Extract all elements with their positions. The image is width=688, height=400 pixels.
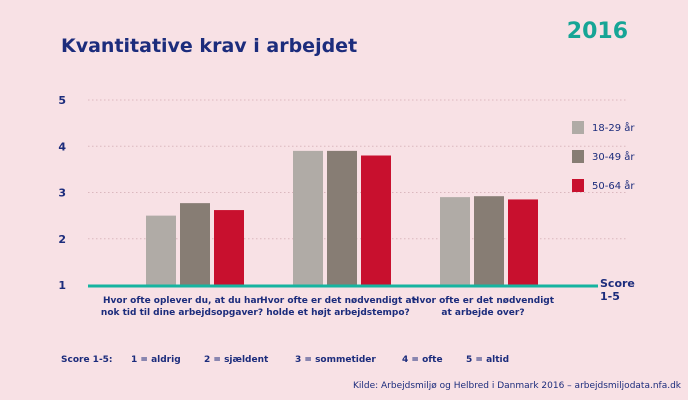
score-scale-label: Score 1-5: (61, 355, 113, 365)
chart-year: 2016 (567, 19, 628, 44)
source-note: Kilde: Arbejdsmiljø og Helbred i Danmark… (353, 381, 682, 391)
category-label: nok tid til dine arbejdsopgaver? (101, 308, 263, 318)
bar (146, 215, 176, 285)
y-axis-ticks: 1 2 3 4 5 (58, 94, 66, 292)
category-label: Hvor ofte oplever du, at du har (103, 296, 262, 306)
legend: 18-29 år 30-49 år 50-64 år (572, 121, 635, 192)
legend-swatch (572, 150, 584, 163)
legend-label: 18-29 år (592, 121, 635, 134)
bar (440, 197, 470, 285)
score-scale-item: 3 = sommetider (295, 355, 376, 365)
category-labels: Hvor ofte oplever du, at du har nok tid t… (101, 296, 555, 318)
score-scale-item: 4 = ofte (402, 355, 443, 365)
y-tick-label: 2 (58, 233, 66, 246)
score-scale: Score 1-5: 1 = aldrig 2 = sjældent 3 = s… (61, 355, 509, 365)
y-tick-label: 1 (58, 279, 66, 292)
bar (214, 210, 244, 285)
legend-label: 50-64 år (592, 179, 635, 192)
axis-score-range: 1-5 (600, 290, 620, 303)
bar (508, 199, 538, 285)
category-label: Hvor ofte er det nødvendigt (412, 296, 555, 306)
bars (146, 150, 538, 285)
score-scale-item: 1 = aldrig (131, 355, 181, 365)
score-scale-item: 2 = sjældent (204, 355, 269, 365)
y-tick-label: 5 (58, 94, 66, 107)
bar (474, 196, 504, 285)
y-tick-label: 4 (58, 140, 66, 153)
legend-swatch (572, 179, 584, 192)
legend-swatch (572, 121, 584, 134)
y-tick-label: 3 (58, 187, 66, 200)
axis-score-label: Score (600, 277, 635, 290)
category-label: holde et højt arbejdstempo? (266, 308, 410, 318)
bar (361, 155, 391, 285)
bar (180, 203, 210, 285)
bar (293, 150, 323, 285)
category-label: at arbejde over? (441, 308, 524, 318)
chart-title: Kvantitative krav i arbejdet (61, 35, 357, 57)
score-scale-item: 5 = altid (466, 355, 509, 365)
legend-label: 30-49 år (592, 150, 635, 163)
bar (327, 150, 357, 285)
category-label: Hvor ofte er det nødvendigt at (260, 296, 416, 306)
